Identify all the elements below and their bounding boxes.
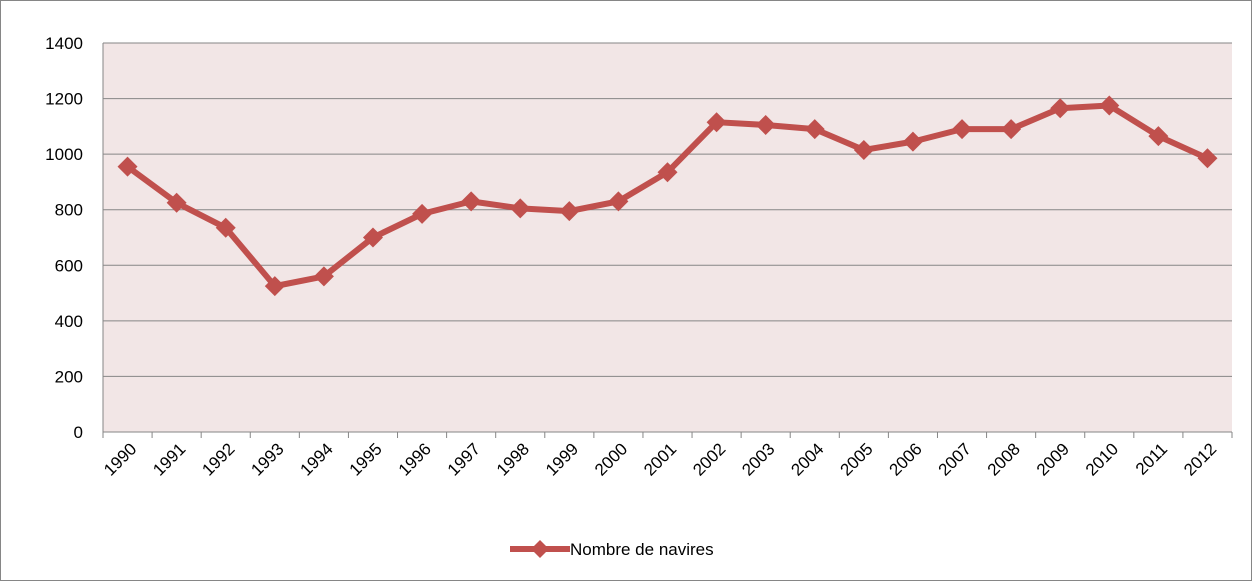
data-point [657,162,678,183]
y-tick-label: 1000 [45,145,83,164]
data-point [853,139,874,160]
y-tick-label: 200 [55,367,83,386]
data-point [559,201,580,222]
y-tick-label: 800 [55,201,83,220]
data-point [902,131,923,152]
y-tick-label: 1400 [45,34,83,53]
legend-swatch-marker [531,540,549,558]
data-point [215,217,236,238]
legend-label: Nombre de navires [570,540,714,559]
data-point [412,203,433,224]
y-tick-label: 1200 [45,90,83,109]
data-point [362,227,383,248]
data-point [117,156,138,177]
y-tick-label: 600 [55,256,83,275]
data-point [706,112,727,133]
plot-area [103,43,1232,432]
data-point [1050,98,1071,119]
data-point [510,198,531,219]
data-point [804,119,825,140]
data-point [264,276,285,297]
data-point [313,266,334,287]
y-tick-label: 400 [55,312,83,331]
data-point [166,192,187,213]
data-point [1148,126,1169,147]
data-point [608,191,629,212]
data-point [461,191,482,212]
data-point [755,114,776,135]
data-point [1099,95,1120,116]
data-point [1197,148,1218,169]
data-point [952,119,973,140]
y-tick-label: 0 [74,423,83,442]
data-point [1001,119,1022,140]
